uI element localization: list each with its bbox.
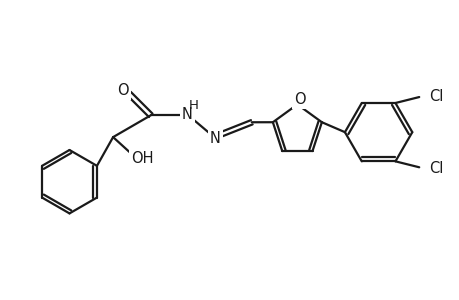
Text: N: N [182,107,192,122]
Text: H: H [188,99,198,112]
Text: N: N [209,130,220,146]
Text: Cl: Cl [428,88,442,104]
Text: Cl: Cl [428,161,442,176]
Text: O: O [117,83,129,98]
Text: O: O [294,92,306,107]
Text: OH: OH [131,152,154,166]
